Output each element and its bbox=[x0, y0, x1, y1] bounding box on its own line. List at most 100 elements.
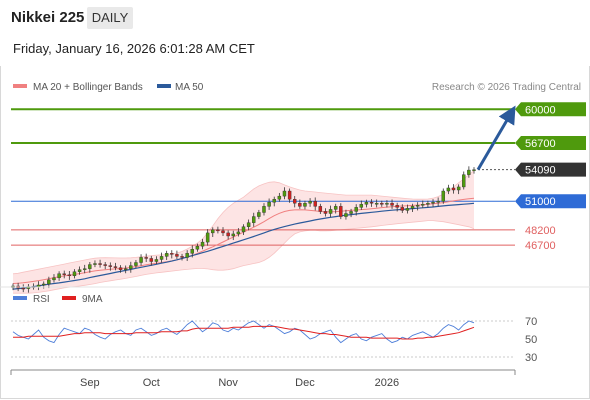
x-tick-label: Sep bbox=[80, 377, 100, 389]
candle-body bbox=[277, 195, 282, 200]
x-tick-label: Oct bbox=[143, 377, 160, 389]
legend-swatch-ma20 bbox=[13, 84, 27, 88]
candle-body bbox=[113, 266, 118, 268]
candle-body bbox=[364, 202, 369, 205]
candle-body bbox=[374, 203, 379, 205]
candle-body bbox=[303, 203, 307, 207]
candle-body bbox=[72, 271, 77, 277]
candle-body bbox=[436, 201, 440, 203]
candle-body bbox=[257, 212, 261, 217]
candle-body bbox=[344, 213, 348, 217]
level-label-54090: 54090 bbox=[525, 165, 556, 177]
candle-body bbox=[93, 263, 97, 265]
candle-body bbox=[149, 258, 154, 262]
candle-body bbox=[98, 263, 102, 265]
candle-body bbox=[246, 222, 251, 227]
candle-body bbox=[221, 230, 225, 234]
candle-body bbox=[252, 216, 256, 223]
x-tick-label: 2026 bbox=[375, 377, 399, 389]
candle-body bbox=[129, 265, 133, 269]
timestamp: Friday, January 16, 2026 6:01:28 AM CET bbox=[13, 41, 255, 56]
candle-body bbox=[462, 174, 466, 188]
candle-body bbox=[144, 257, 148, 259]
candle-body bbox=[272, 198, 276, 203]
candle-body bbox=[400, 207, 405, 211]
candle-body bbox=[456, 186, 461, 191]
rsi-tick-label: 50 bbox=[525, 334, 537, 346]
period-selector[interactable]: DAILY bbox=[87, 7, 133, 29]
level-label-56700: 56700 bbox=[525, 138, 556, 150]
candle-body bbox=[164, 253, 169, 257]
candle-body bbox=[21, 287, 25, 290]
bollinger-lower-line bbox=[12, 220, 475, 294]
candle-body bbox=[441, 190, 445, 202]
candle-body bbox=[231, 233, 235, 237]
candle-body bbox=[195, 245, 200, 250]
candle-body bbox=[67, 274, 72, 277]
candle-body bbox=[185, 253, 189, 258]
candle-body bbox=[308, 201, 312, 204]
candle-body bbox=[52, 277, 56, 281]
instrument-title: Nikkei 225 bbox=[11, 9, 85, 26]
candle-body bbox=[349, 211, 353, 214]
candle-body bbox=[328, 209, 333, 214]
candle-body bbox=[431, 202, 435, 204]
candle-body bbox=[118, 267, 123, 270]
candle-body bbox=[170, 253, 174, 255]
level-label-51000: 51000 bbox=[525, 196, 556, 208]
candlestick-series bbox=[11, 166, 476, 293]
candle-body bbox=[82, 268, 87, 270]
x-tick-label: Dec bbox=[295, 377, 315, 389]
rsi-ma9-line bbox=[13, 325, 475, 340]
candle-body bbox=[380, 203, 384, 205]
candle-body bbox=[287, 190, 292, 200]
candle-body bbox=[313, 201, 317, 207]
candle-body bbox=[154, 259, 159, 262]
legend-label-9ma: 9MA bbox=[82, 294, 103, 305]
level-lines bbox=[11, 108, 515, 246]
candle-body bbox=[395, 205, 399, 208]
candle-body bbox=[472, 169, 476, 171]
candle-body bbox=[426, 203, 430, 205]
candle-body bbox=[451, 187, 456, 191]
candle-body bbox=[390, 203, 394, 206]
legend-label-rsi: RSI bbox=[33, 294, 50, 305]
candle-body bbox=[200, 241, 205, 247]
legend-swatch-ma50 bbox=[157, 84, 171, 88]
candle-body bbox=[318, 206, 323, 212]
candle-body bbox=[421, 204, 425, 206]
candle-body bbox=[77, 269, 82, 272]
candle-body bbox=[236, 231, 241, 235]
legend-label-ma20: MA 20 + Bollinger Bands bbox=[33, 82, 143, 93]
legend-label-ma50: MA 50 bbox=[175, 82, 204, 93]
candle-body bbox=[354, 207, 358, 212]
rsi-tick-label: 70 bbox=[525, 316, 537, 328]
level-tag-51000 bbox=[515, 194, 586, 209]
candle-body bbox=[405, 208, 410, 211]
candle-body bbox=[262, 206, 266, 213]
candle-body bbox=[180, 256, 184, 258]
candle-body bbox=[410, 206, 415, 209]
candle-body bbox=[333, 206, 338, 210]
candle-body bbox=[298, 203, 302, 207]
candle-body bbox=[241, 226, 246, 233]
rsi-line bbox=[12, 320, 475, 344]
level-labels: 60000 56700 54090 51000 48200 46700 bbox=[515, 102, 586, 252]
candle-body bbox=[57, 273, 61, 279]
candle-body bbox=[216, 229, 220, 232]
legend-swatch-9ma bbox=[62, 296, 76, 300]
level-label-46700: 46700 bbox=[525, 240, 556, 252]
candle-body bbox=[205, 232, 210, 243]
candle-body bbox=[282, 190, 287, 197]
candle-body bbox=[446, 187, 451, 192]
candle-body bbox=[47, 279, 51, 285]
level-label-48200: 48200 bbox=[525, 225, 556, 237]
level-label-60000: 60000 bbox=[525, 104, 556, 116]
candle-body bbox=[226, 232, 230, 237]
candle-body bbox=[42, 283, 46, 286]
candle-body bbox=[267, 202, 271, 207]
main-legend: MA 20 + Bollinger Bands MA 50 bbox=[13, 82, 204, 93]
candle-body bbox=[293, 198, 297, 204]
level-tag-56700 bbox=[515, 136, 586, 151]
legend-swatch-rsi bbox=[13, 296, 27, 300]
